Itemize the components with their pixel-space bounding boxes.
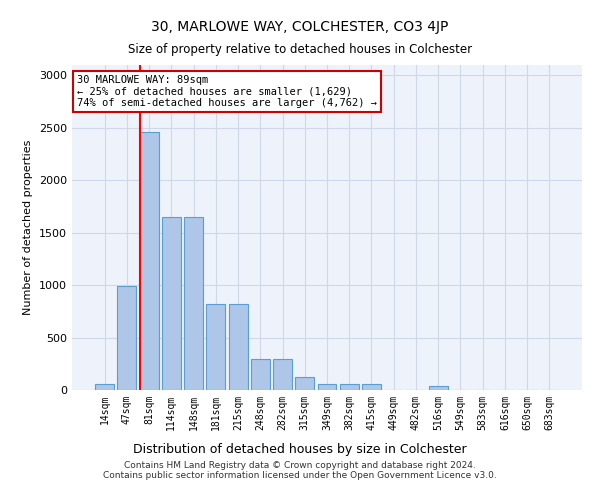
Bar: [317, 384, 337, 390]
Bar: [251, 358, 270, 390]
Bar: [184, 217, 203, 390]
Bar: [273, 358, 292, 390]
Bar: [295, 378, 314, 390]
Bar: [340, 384, 359, 390]
Text: Distribution of detached houses by size in Colchester: Distribution of detached houses by size …: [133, 442, 467, 456]
Bar: [95, 384, 114, 390]
Text: 30, MARLOWE WAY, COLCHESTER, CO3 4JP: 30, MARLOWE WAY, COLCHESTER, CO3 4JP: [151, 20, 449, 34]
Text: Contains HM Land Registry data © Crown copyright and database right 2024.
Contai: Contains HM Land Registry data © Crown c…: [103, 460, 497, 480]
Bar: [229, 304, 248, 390]
Bar: [362, 384, 381, 390]
Bar: [206, 304, 225, 390]
Bar: [140, 132, 158, 390]
Y-axis label: Number of detached properties: Number of detached properties: [23, 140, 34, 315]
Bar: [118, 286, 136, 390]
Text: Size of property relative to detached houses in Colchester: Size of property relative to detached ho…: [128, 42, 472, 56]
Text: 30 MARLOWE WAY: 89sqm
← 25% of detached houses are smaller (1,629)
74% of semi-d: 30 MARLOWE WAY: 89sqm ← 25% of detached …: [77, 74, 377, 108]
Bar: [162, 217, 181, 390]
Bar: [429, 386, 448, 390]
